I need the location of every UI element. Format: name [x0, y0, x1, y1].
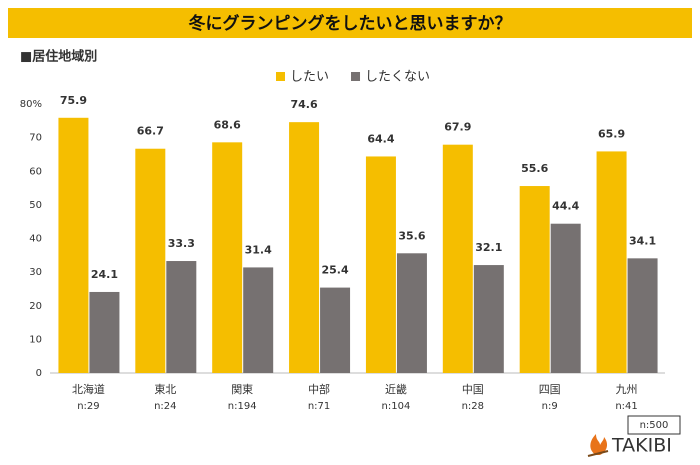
data-label: 68.6	[214, 118, 241, 131]
data-label: 34.1	[629, 234, 656, 247]
legend-swatch	[351, 72, 361, 81]
y-tick-label: 10	[29, 334, 42, 345]
data-label: 35.6	[398, 229, 425, 242]
total-note: n:500	[640, 420, 669, 431]
y-tick-label: 80%	[20, 99, 42, 110]
category-note: n:28	[462, 401, 484, 412]
data-label: 25.4	[321, 264, 348, 277]
bar	[320, 287, 351, 373]
y-tick-label: 0	[36, 368, 42, 379]
category-note: n:104	[382, 401, 411, 412]
bar	[58, 117, 89, 373]
x-tick-label: 中部	[308, 382, 330, 396]
bar	[365, 156, 396, 373]
bar	[396, 253, 427, 373]
bar	[442, 144, 473, 373]
data-label: 55.6	[521, 162, 548, 175]
bar	[166, 261, 197, 373]
bar	[596, 151, 627, 373]
data-label: 75.9	[60, 94, 87, 107]
y-tick-label: 50	[29, 200, 42, 211]
legend-swatch	[276, 72, 285, 81]
x-tick-label: 四国	[539, 383, 561, 396]
bar	[550, 223, 581, 373]
bar	[89, 291, 120, 373]
x-tick-label: 関東	[231, 383, 253, 396]
legend-label: したい	[290, 70, 329, 85]
category-note: n:194	[228, 401, 257, 412]
data-label: 67.9	[444, 121, 471, 134]
data-label: 31.4	[245, 243, 272, 256]
x-tick-label: 九州	[616, 383, 638, 396]
logo: TAKIBI	[611, 435, 672, 457]
bar	[473, 265, 504, 373]
data-label: 44.4	[552, 200, 579, 213]
y-tick-label: 20	[29, 301, 42, 312]
x-tick-label: 東北	[154, 383, 176, 396]
category-note: n:71	[308, 401, 330, 412]
bar	[135, 148, 166, 373]
bar	[212, 142, 243, 373]
title-banner	[8, 8, 692, 38]
bar	[627, 258, 658, 373]
data-label: 64.4	[367, 132, 394, 145]
total-note-box	[627, 415, 681, 435]
chart-title: 冬にグランピングをしたいと思いますか？	[189, 13, 512, 34]
y-tick-label: 30	[29, 267, 42, 278]
logo-icon	[587, 434, 609, 457]
bar	[519, 186, 550, 373]
data-label: 66.7	[137, 125, 164, 138]
bar	[243, 267, 274, 373]
y-tick-label: 60	[29, 166, 42, 177]
category-note: n:41	[615, 401, 637, 412]
x-tick-label: 中国	[462, 383, 484, 396]
x-tick-label: 北海道	[72, 382, 105, 396]
category-note: n:24	[154, 401, 176, 412]
y-tick-label: 70	[29, 133, 42, 144]
category-note: n:29	[77, 401, 99, 412]
data-label: 33.3	[168, 237, 195, 250]
y-tick-label: 40	[29, 234, 42, 245]
data-label: 24.1	[91, 268, 118, 281]
data-label: 65.9	[598, 127, 625, 140]
category-note: n:9	[542, 401, 558, 412]
x-tick-label: 近畿	[385, 382, 407, 396]
bar	[289, 122, 320, 373]
legend-label: したくない	[365, 70, 430, 85]
data-label: 32.1	[475, 241, 502, 254]
data-label: 74.6	[290, 98, 317, 111]
subtitle: ■居住地域別	[20, 49, 97, 65]
